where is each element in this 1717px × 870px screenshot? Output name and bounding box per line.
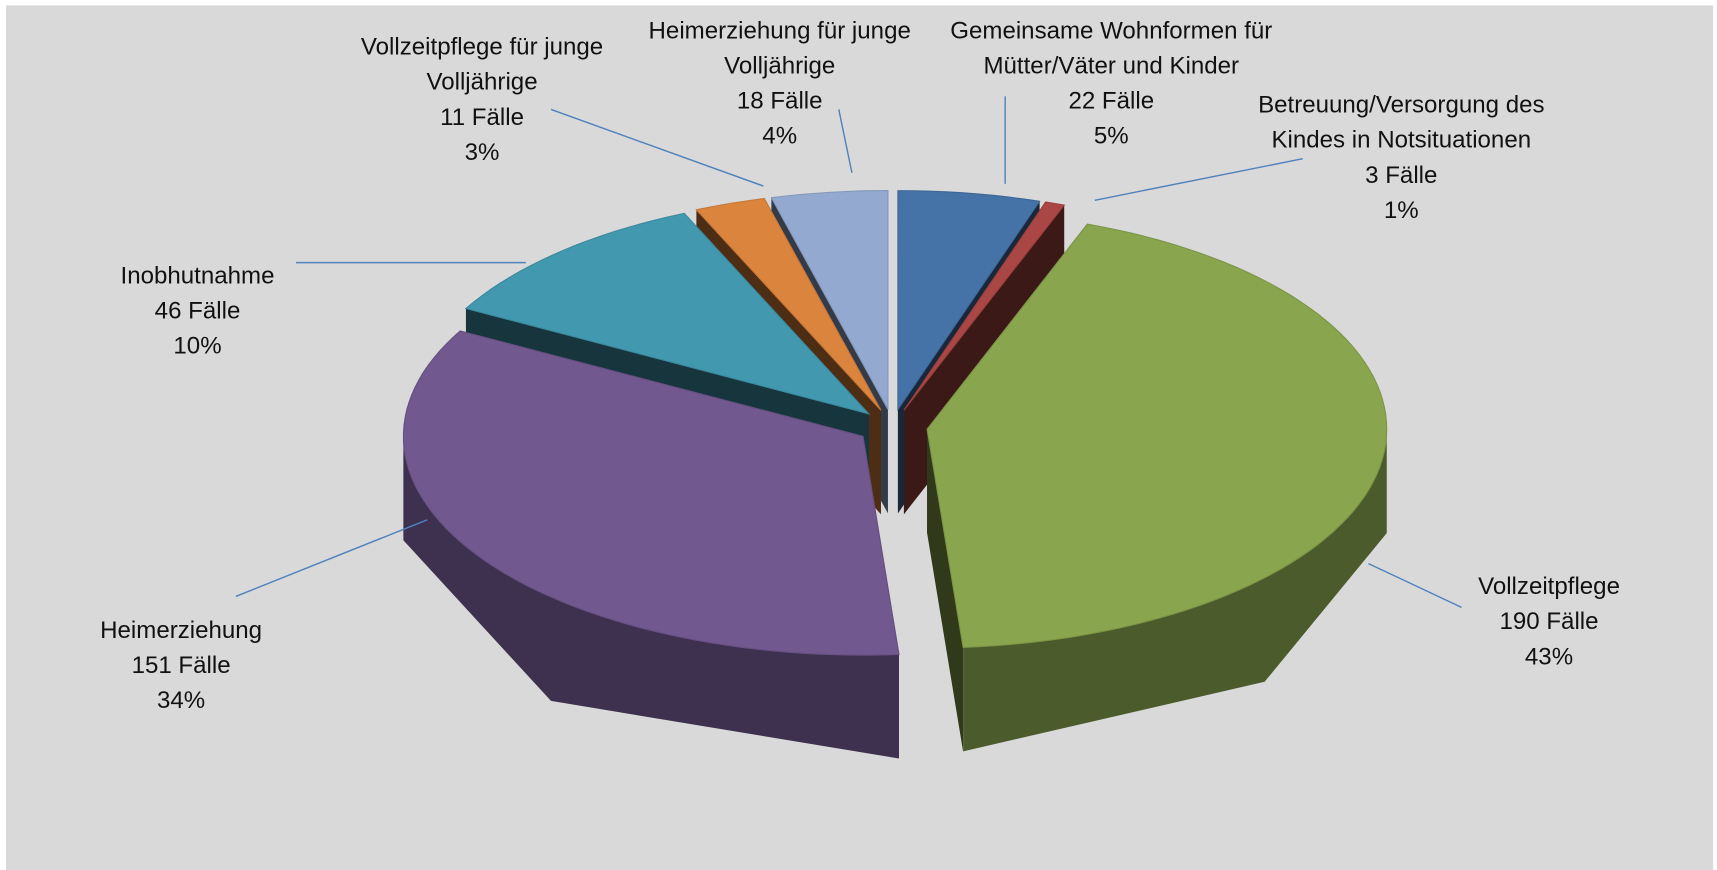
data-label-box: Vollzeitpflege 190 Fälle 43% <box>1440 569 1659 674</box>
category-label: Inobhutnahme <box>120 261 275 289</box>
slice <box>926 223 1388 648</box>
count-label: 22 Fälle <box>1068 86 1155 114</box>
count-label: 190 Fälle <box>1499 607 1599 635</box>
share-label: 4% <box>762 121 798 149</box>
count-label: 18 Fälle <box>736 86 823 114</box>
count-label: 3 Fälle <box>1365 160 1438 189</box>
category-label: Vollzeitpflege für junge Volljährige <box>360 32 604 96</box>
share-label: 43% <box>1524 642 1574 670</box>
leader-line <box>550 108 764 187</box>
leader-line <box>838 109 853 174</box>
slice <box>464 212 871 415</box>
data-label-box: Heimerziehung für junge Volljährige 18 Fä… <box>632 13 927 153</box>
data-label-box: Heimerziehung 151 Fälle 34% <box>72 613 291 718</box>
category-label: Betreuung/Versorgung des Kindes in Notsi… <box>1258 90 1545 154</box>
slice-wall <box>963 429 1387 752</box>
data-label: Vollzeitpflege 190 Fälle 43% <box>1440 569 1659 674</box>
count-label: 151 Fälle <box>131 651 231 679</box>
share-label: 1% <box>1383 195 1419 224</box>
slice <box>897 190 1041 412</box>
data-label: Heimerziehung für junge Volljährige 18 Fä… <box>632 13 927 153</box>
share-label: 10% <box>173 331 222 359</box>
count-label: 11 Fälle <box>440 102 524 131</box>
slice <box>695 197 882 411</box>
count-label: 46 Fälle <box>154 296 241 324</box>
leader-line <box>235 519 428 598</box>
data-label: Vollzeitpflege für junge Volljährige 11 F… <box>334 30 629 170</box>
share-label: 34% <box>156 686 206 714</box>
share-label: 3% <box>464 137 500 166</box>
category-label: Heimerziehung für junge Volljährige <box>648 16 911 79</box>
data-label: Heimerziehung 151 Fälle 34% <box>72 613 291 718</box>
slice-side <box>927 429 964 752</box>
slice-wall <box>403 436 899 759</box>
data-label-box: Vollzeitpflege für junge Volljährige 11 F… <box>334 30 629 170</box>
share-label: 5% <box>1093 121 1129 149</box>
slice <box>903 201 1066 411</box>
slice <box>402 330 900 656</box>
slice <box>770 189 889 410</box>
leader-line <box>1094 157 1303 201</box>
data-label: Inobhutnahme 46 Fälle 10% <box>88 258 307 363</box>
category-label: Gemeinsame Wohnformen für Mütter/Väter u… <box>950 16 1273 79</box>
leader-line <box>1368 562 1462 609</box>
data-label-box: Gemeinsame Wohnformen für Mütter/Väter u… <box>936 13 1286 153</box>
data-label-box: Betreuung/Versorgung des Kindes in Notsi… <box>1226 88 1576 228</box>
data-label-box: Inobhutnahme 46 Fälle 10% <box>88 258 307 363</box>
category-label: Heimerziehung <box>100 616 263 644</box>
category-label: Vollzeitpflege <box>1478 572 1620 600</box>
data-label: Gemeinsame Wohnformen für Mütter/Väter u… <box>936 13 1286 153</box>
data-label: Betreuung/Versorgung des Kindes in Notsi… <box>1226 88 1576 228</box>
